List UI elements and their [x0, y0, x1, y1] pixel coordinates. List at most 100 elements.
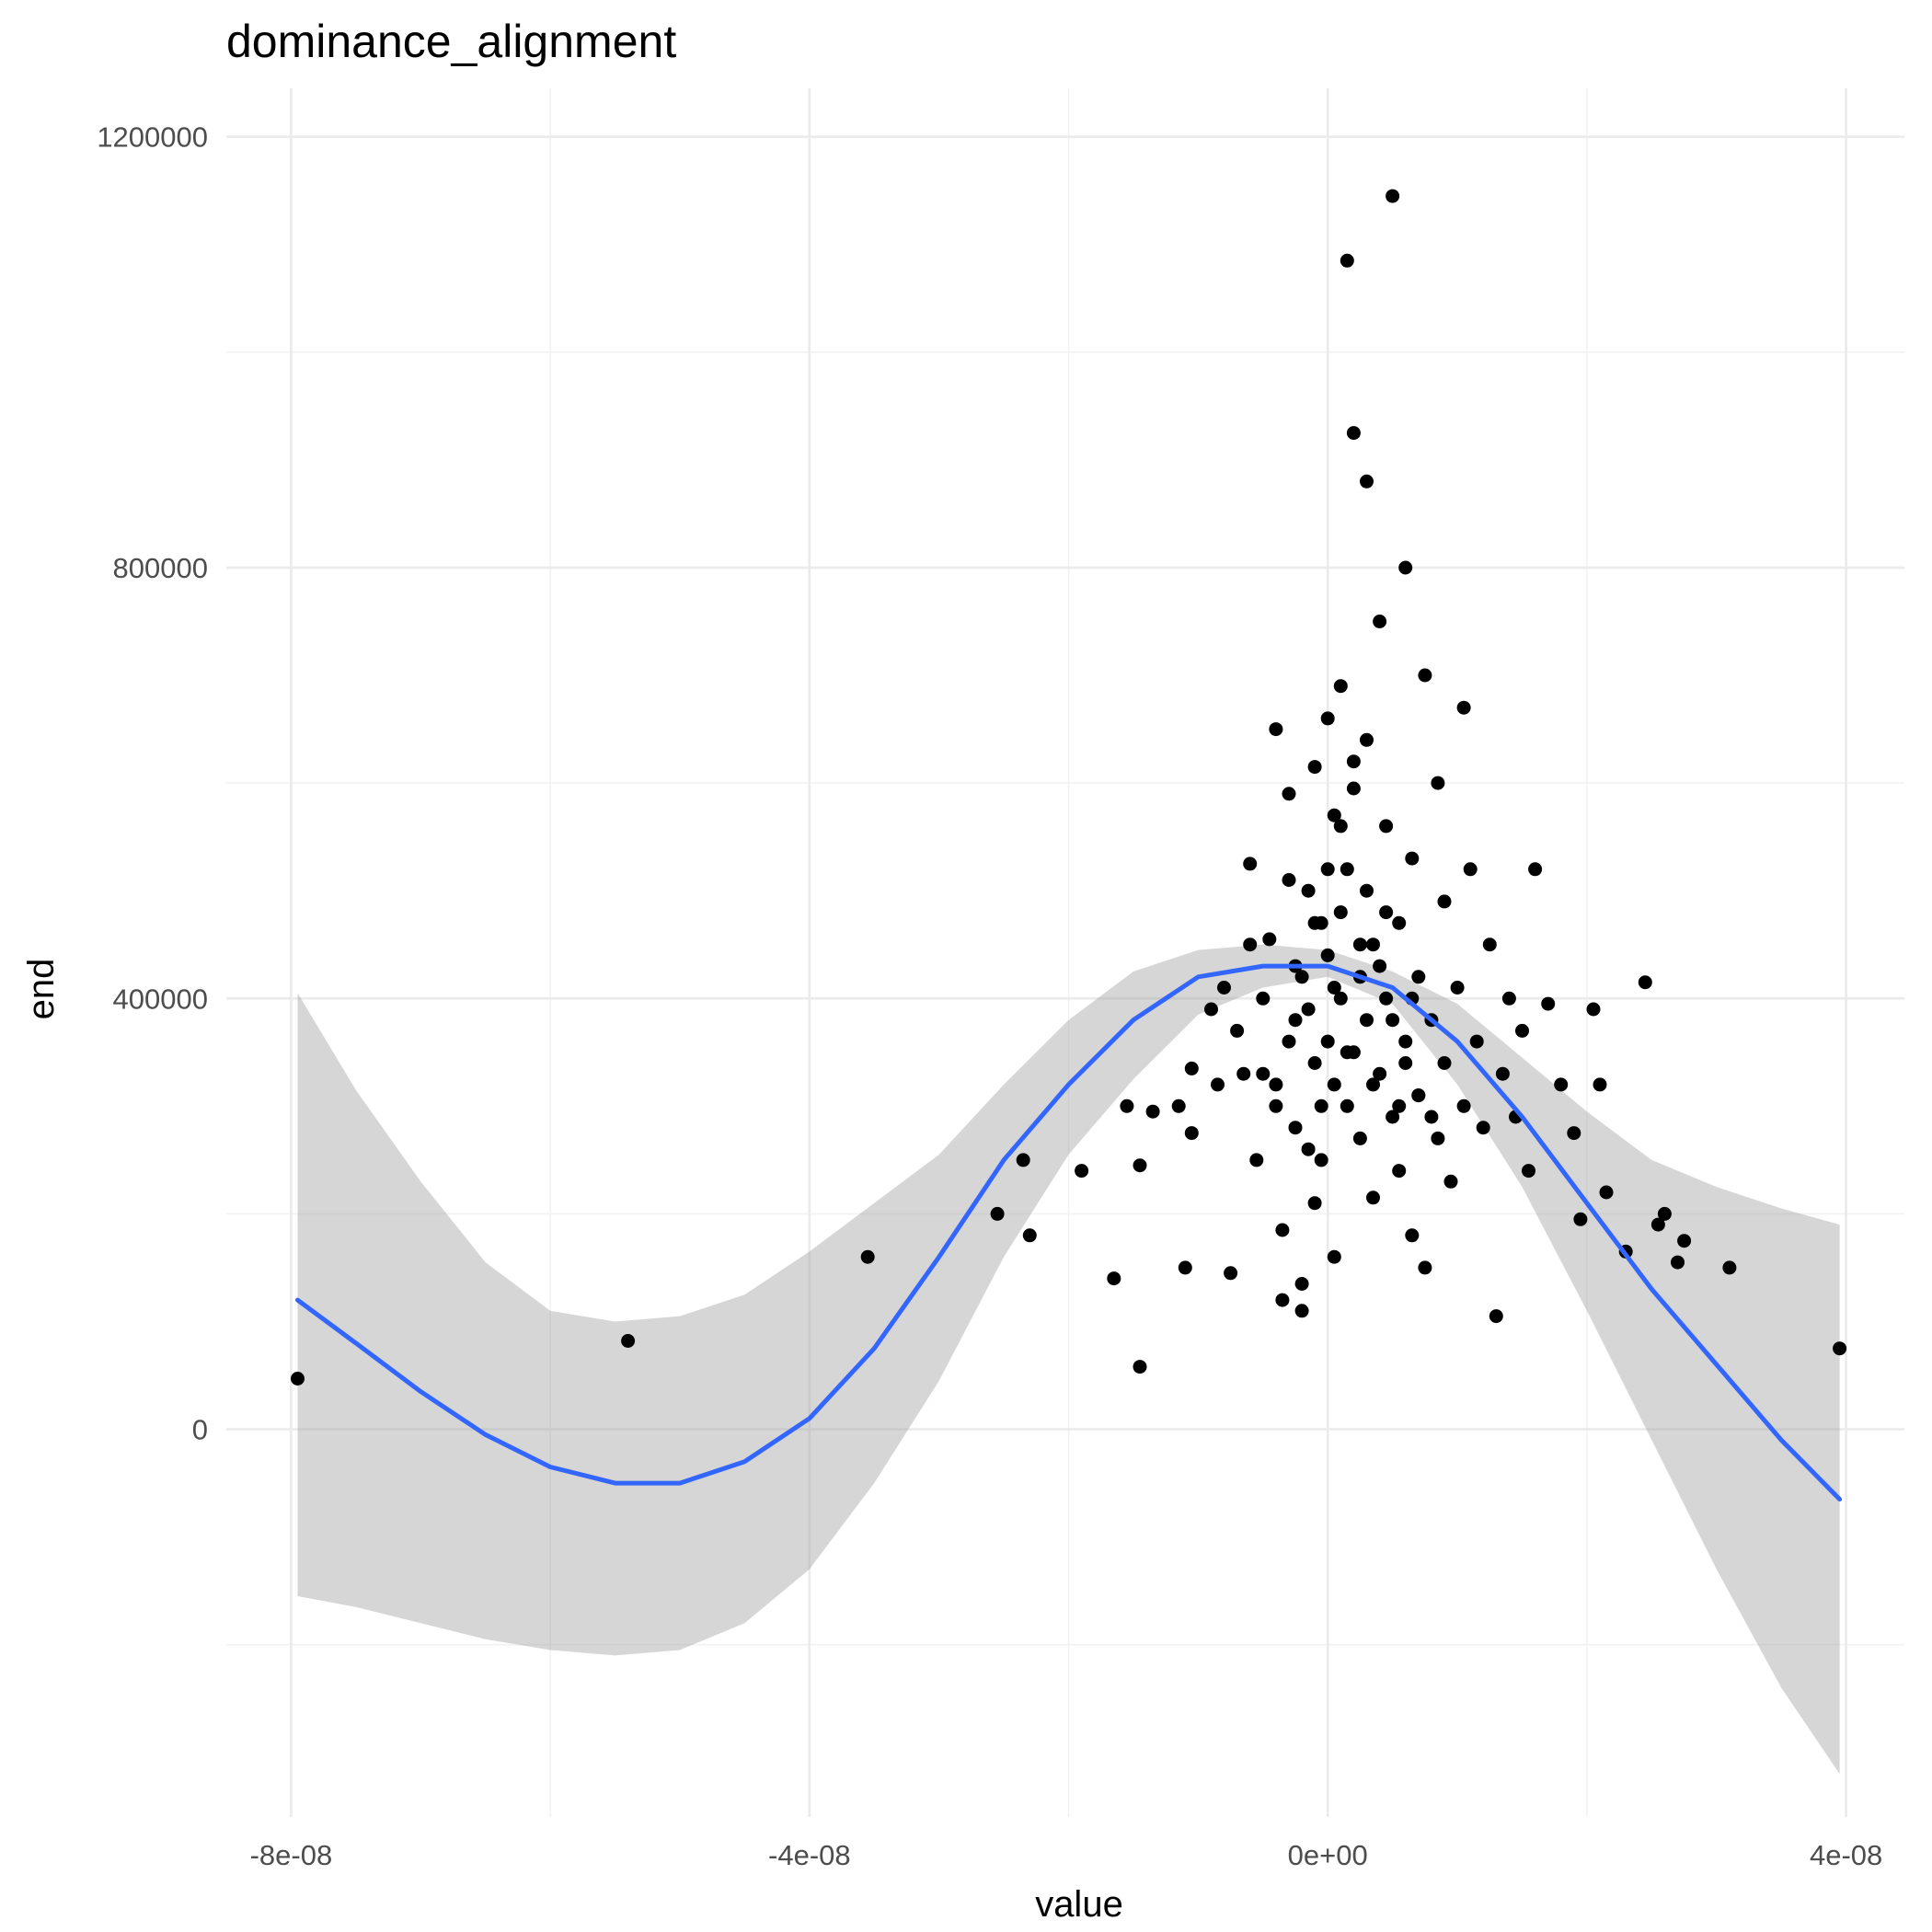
data-point-66: [1373, 615, 1387, 628]
data-point-128: [1398, 1056, 1413, 1070]
data-point-77: [1405, 1228, 1420, 1243]
data-point-47: [1327, 808, 1341, 822]
data-point-54: [1340, 1098, 1354, 1113]
data-point-123: [1333, 819, 1348, 834]
data-point-121: [1307, 915, 1322, 930]
data-point-99: [1515, 1023, 1529, 1038]
data-point-75: [1398, 1034, 1413, 1049]
data-point-16: [1204, 1002, 1218, 1017]
data-point-96: [1495, 1066, 1510, 1081]
data-point-33: [1288, 1121, 1303, 1135]
data-point-56: [1346, 426, 1361, 441]
data-point-126: [1373, 959, 1387, 973]
data-point-57: [1346, 781, 1361, 796]
data-point-89: [1456, 700, 1471, 715]
data-point-55: [1340, 253, 1354, 268]
data-point-53: [1340, 862, 1354, 877]
data-point-63: [1360, 1013, 1374, 1028]
data-point-67: [1373, 1066, 1387, 1081]
data-point-108: [1599, 1185, 1614, 1200]
data-point-92: [1469, 1034, 1484, 1049]
data-point-64: [1366, 937, 1380, 952]
data-point-11: [1145, 1104, 1160, 1119]
data-point-115: [1722, 1260, 1737, 1275]
y-axis-title: end: [21, 959, 62, 1020]
data-point-119: [1282, 1034, 1296, 1049]
data-point-25: [1262, 932, 1277, 947]
x-tick-label-3: 4e-08: [1810, 1839, 1882, 1871]
data-point-65: [1366, 1190, 1380, 1205]
data-point-84: [1431, 1131, 1445, 1145]
data-point-51: [1333, 905, 1348, 920]
data-point-38: [1307, 760, 1322, 775]
data-point-139: [1366, 1077, 1380, 1092]
data-point-19: [1224, 1266, 1238, 1281]
data-point-30: [1282, 787, 1296, 801]
data-point-129: [1411, 1088, 1426, 1103]
y-tick-label-1: 400000: [113, 983, 208, 1015]
data-point-4: [1016, 1153, 1030, 1167]
data-point-122: [1320, 862, 1335, 877]
data-point-13: [1178, 1260, 1192, 1275]
confidence-band-layer: [297, 944, 1840, 1775]
data-point-124: [1346, 754, 1361, 769]
data-point-80: [1418, 668, 1432, 683]
smooth-fit-line: [295, 963, 1843, 1502]
data-point-137: [1301, 1142, 1316, 1156]
data-point-14: [1184, 1126, 1199, 1141]
x-tick-label-1: -4e-08: [768, 1839, 851, 1871]
data-point-81: [1418, 1260, 1432, 1275]
data-point-91: [1463, 862, 1478, 877]
x-tick-label-0: -8e-08: [250, 1839, 333, 1871]
confidence-band: [297, 944, 1840, 1775]
data-point-35: [1294, 1277, 1309, 1291]
data-point-21: [1236, 1066, 1251, 1081]
data-point-127: [1386, 1013, 1400, 1028]
data-point-70: [1386, 189, 1400, 203]
data-point-31: [1282, 873, 1296, 887]
data-point-88: [1450, 981, 1465, 995]
y-tick-label-0: 0: [192, 1414, 208, 1446]
data-point-102: [1541, 996, 1556, 1011]
y-tick-label-2: 800000: [113, 552, 208, 584]
y-tick-label-3: 1200000: [97, 121, 208, 154]
data-point-95: [1489, 1309, 1503, 1324]
data-point-106: [1586, 1002, 1601, 1017]
data-point-50: [1333, 679, 1348, 694]
data-point-49: [1327, 1249, 1341, 1264]
data-point-110: [1638, 975, 1652, 990]
data-point-140: [1392, 1098, 1407, 1113]
data-point-93: [1476, 1121, 1490, 1135]
data-point-107: [1593, 1077, 1607, 1092]
data-point-17: [1211, 1077, 1225, 1092]
data-point-105: [1573, 1212, 1588, 1226]
data-point-78: [1411, 970, 1426, 984]
data-point-20: [1230, 1023, 1245, 1038]
data-point-73: [1392, 1164, 1407, 1179]
grid: [226, 88, 1904, 1817]
data-point-27: [1269, 1077, 1283, 1092]
data-point-43: [1314, 1153, 1328, 1167]
data-point-36: [1301, 883, 1316, 898]
data-point-135: [1379, 905, 1394, 920]
data-point-23: [1249, 1153, 1264, 1167]
data-point-83: [1431, 776, 1445, 790]
data-point-100: [1522, 1164, 1535, 1179]
fit-line-layer: [295, 963, 1843, 1502]
data-point-18: [1217, 981, 1231, 995]
x-axis-title: value: [1035, 1884, 1123, 1925]
data-point-134: [1352, 937, 1367, 952]
data-point-132: [1288, 1013, 1303, 1028]
data-point-94: [1482, 937, 1497, 952]
data-point-113: [1671, 1255, 1685, 1270]
data-point-101: [1528, 862, 1543, 877]
data-point-2: [860, 1249, 875, 1264]
data-point-52: [1333, 991, 1348, 1006]
data-point-103: [1554, 1077, 1569, 1092]
data-point-7: [1107, 1271, 1121, 1286]
data-point-130: [1424, 1110, 1439, 1124]
data-point-6: [1075, 1164, 1089, 1179]
data-point-10: [1133, 1360, 1147, 1374]
chart-title: dominance_alignment: [226, 16, 676, 67]
